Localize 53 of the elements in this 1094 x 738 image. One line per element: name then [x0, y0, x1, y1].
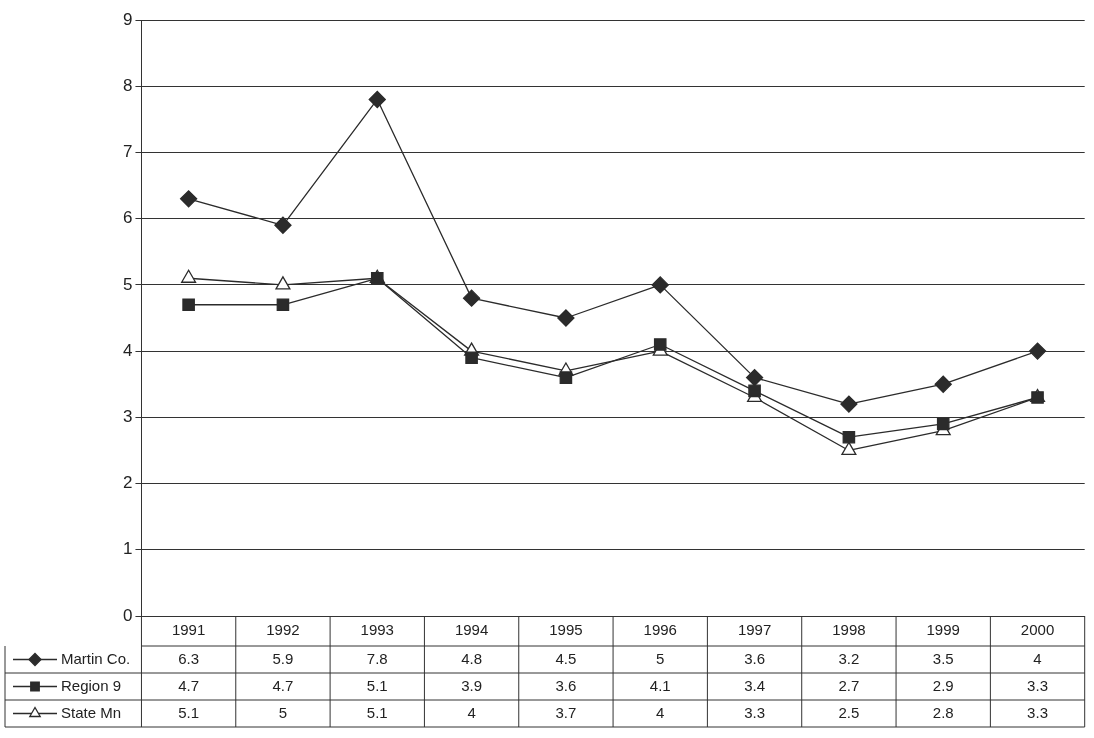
y-tick-label: 4 — [122, 340, 133, 360]
x-tick-label: 2000 — [1020, 621, 1055, 639]
data-label: 4 — [467, 703, 476, 721]
x-tick-label: 1991 — [171, 621, 206, 639]
data-label: 3.3 — [1027, 703, 1048, 721]
y-tick-label: 1 — [122, 539, 133, 559]
data-label: 4.7 — [178, 676, 200, 694]
data-label: 2.5 — [838, 703, 860, 721]
y-tick-label: 8 — [122, 75, 133, 95]
y-tick-label: 3 — [122, 407, 133, 427]
x-tick-label: 1998 — [832, 621, 866, 639]
y-tick-label: 6 — [122, 208, 133, 228]
x-tick-label: 1997 — [737, 621, 772, 639]
legend-label: State Mn — [61, 703, 122, 721]
data-label: 5.1 — [366, 703, 388, 721]
data-label: 3.2 — [838, 649, 860, 667]
data-label: 2.9 — [932, 676, 954, 694]
y-tick-label: 9 — [122, 9, 133, 29]
data-label: 3.5 — [932, 649, 954, 667]
legend-label: Region 9 — [61, 676, 122, 694]
x-tick-label: 1992 — [266, 621, 300, 639]
data-label: 3.3 — [744, 703, 765, 721]
legend-label: Martin Co. — [61, 649, 131, 667]
data-label: 2.7 — [838, 676, 860, 694]
x-tick-label: 1999 — [926, 621, 960, 639]
data-label: 3.4 — [744, 676, 765, 694]
data-label: 3.7 — [555, 703, 577, 721]
data-label: 5.9 — [272, 649, 294, 667]
data-label: 3.9 — [461, 676, 483, 694]
y-tick-label: 7 — [122, 142, 133, 162]
y-tick-label: 0 — [122, 605, 133, 625]
data-label: 5 — [278, 703, 288, 721]
data-label: 4.1 — [649, 676, 671, 694]
data-label: 6.3 — [178, 649, 200, 667]
x-tick-label: 1994 — [454, 621, 489, 639]
data-label: 2.8 — [932, 703, 954, 721]
data-label: 5 — [656, 649, 665, 667]
data-label: 4.7 — [272, 676, 294, 694]
x-tick-label: 1996 — [643, 621, 677, 639]
x-tick-label: 1993 — [360, 621, 394, 639]
y-tick-label: 5 — [122, 274, 133, 294]
data-label: 3.6 — [555, 676, 577, 694]
data-label: 7.8 — [366, 649, 388, 667]
data-label: 4.5 — [555, 649, 577, 667]
x-tick-label: 1995 — [549, 621, 583, 639]
data-label: 5.1 — [178, 703, 200, 721]
data-label: 3.3 — [1027, 676, 1048, 694]
data-label: 4 — [656, 703, 665, 721]
y-tick-label: 2 — [122, 473, 133, 493]
data-label: 5.1 — [366, 676, 388, 694]
data-label: 3.6 — [744, 649, 765, 667]
data-label: 4.8 — [461, 649, 483, 667]
data-label: 4 — [1033, 649, 1042, 667]
